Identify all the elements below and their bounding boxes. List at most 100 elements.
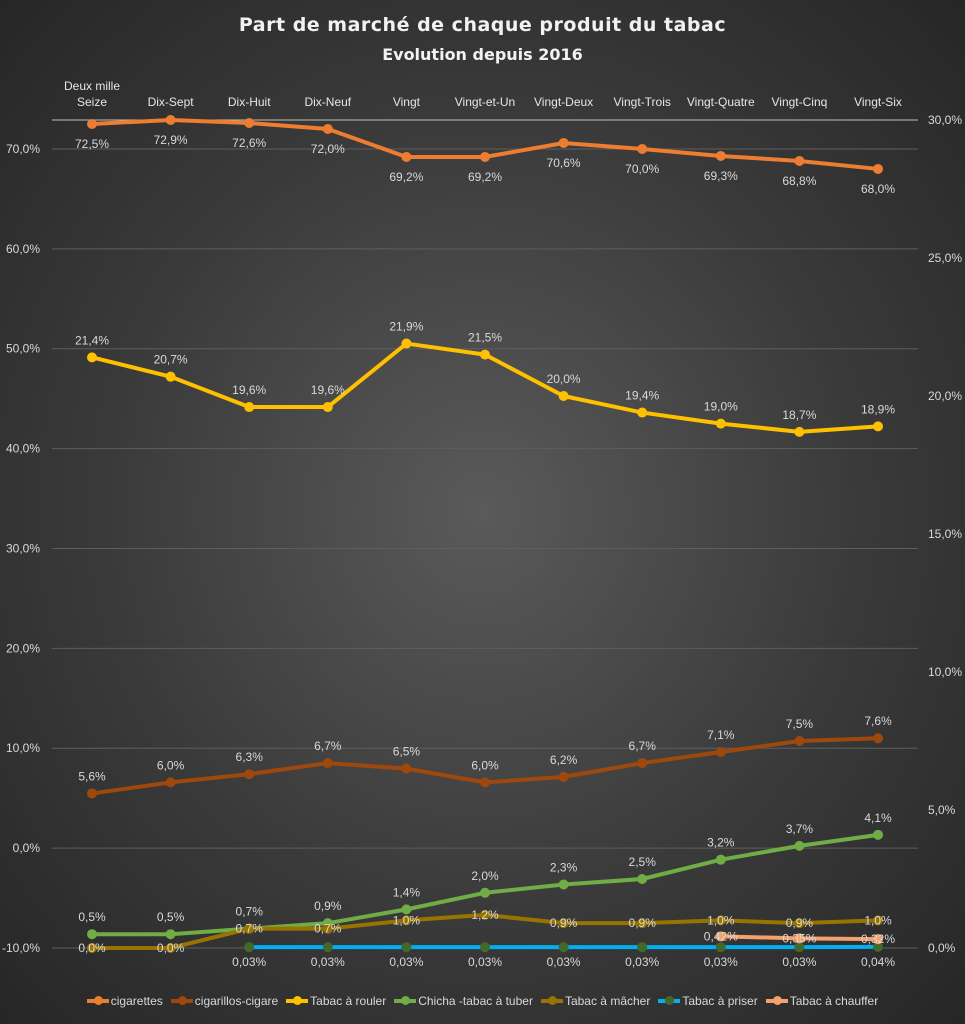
legend-line-marker-icon [394,996,417,1005]
data-point [637,918,648,929]
data-label: 1,4% [393,885,421,899]
data-label: 0,03% [704,955,738,969]
data-point [244,402,255,413]
data-label: 0,9% [314,899,342,913]
category-label: Dix-Sept [148,95,195,109]
data-point [165,115,176,125]
data-label: 0,9% [786,916,814,930]
data-label: 7,5% [786,717,814,731]
data-point [558,918,569,929]
data-point [87,118,97,129]
data-point [87,352,97,363]
data-point [401,942,412,953]
data-label: 6,0% [157,758,185,772]
data-point [480,887,490,898]
data-point [794,942,805,953]
data-point [873,934,883,945]
data-point [558,771,569,782]
category-label: Vingt [393,95,421,109]
data-label: 20,0% [547,372,581,386]
data-label: 21,4% [75,333,109,347]
category-label: Dix-Huit [228,95,271,109]
data-label: 2,0% [471,869,499,883]
data-point [637,942,648,953]
data-point [637,407,648,418]
data-point [165,943,176,953]
data-point [794,155,805,166]
data-label: 18,7% [782,408,816,422]
data-label: 72,0% [311,142,345,156]
category-label: Seize [77,95,107,109]
category-label: Vingt-Cinq [771,95,827,109]
data-label: 1,0% [707,913,735,927]
data-point [558,137,569,148]
data-point [322,942,333,953]
data-point [87,943,97,953]
data-point [873,163,883,174]
data-point [715,931,726,942]
data-point [715,747,726,758]
left-axis-tick: 70,0% [6,142,40,156]
legend-item: cigarettes [86,994,163,1008]
data-point [244,923,255,934]
data-label: 0,04% [861,955,895,969]
data-label: 19,6% [232,383,266,397]
legend-item: Tabac à rouler [286,994,386,1008]
data-label: 0,03% [625,955,659,969]
data-label: 6,2% [550,753,578,767]
legend-item: Chicha -tabac à tuber [394,994,533,1008]
data-point [794,736,805,746]
data-point [794,426,805,437]
chart-subtitle: Evolution depuis 2016 [382,45,583,64]
data-point [637,874,648,884]
data-point [165,929,176,940]
data-label: 19,0% [704,400,738,414]
data-label: 6,5% [393,745,421,759]
data-label: 2,5% [629,855,657,869]
data-label: 0,03% [547,955,581,969]
data-label: 0,03% [311,955,345,969]
legend-line-marker-icon [765,996,788,1005]
data-point [873,421,883,432]
data-point [873,829,883,840]
right-axis-tick: 30,0% [928,113,962,127]
left-axis-tick: 30,0% [6,541,40,555]
data-point [480,909,490,920]
data-label: 19,4% [625,389,659,403]
data-label: 1,0% [393,913,421,927]
data-point [244,942,255,953]
data-label: 2,3% [550,861,578,875]
data-label: 6,7% [314,739,342,753]
data-point [873,915,883,926]
data-point [480,777,490,788]
right-axis-tick: 20,0% [928,389,962,403]
category-label: Vingt-et-Un [455,95,515,109]
data-point [715,854,726,865]
data-label: 0,03% [782,955,816,969]
data-label: 20,7% [154,353,188,367]
data-label: 21,9% [389,320,423,334]
legend-item: Tabac à chauffer [765,994,878,1008]
data-label: 0,9% [550,916,578,930]
data-point [794,918,805,929]
data-label: 21,5% [468,331,502,345]
left-axis-tick: 0,0% [13,841,41,855]
data-point [401,904,412,915]
data-point [558,391,569,401]
legend-item: cigarillos-cigare [170,994,278,1008]
data-label: 4,1% [864,811,892,825]
data-label: 0,03% [468,955,502,969]
legend-item: Tabac à mâcher [540,994,650,1008]
legend: cigarettes cigarillos-cigare Tabac à roule… [0,994,965,1008]
data-point [558,879,569,890]
data-point [401,338,412,349]
data-point [401,915,412,926]
data-label: 0,03% [389,955,423,969]
data-point [322,123,333,134]
data-point [873,733,883,744]
data-point [480,151,490,162]
data-point [87,929,97,940]
data-label: 68,8% [782,174,816,188]
data-point [87,788,97,799]
